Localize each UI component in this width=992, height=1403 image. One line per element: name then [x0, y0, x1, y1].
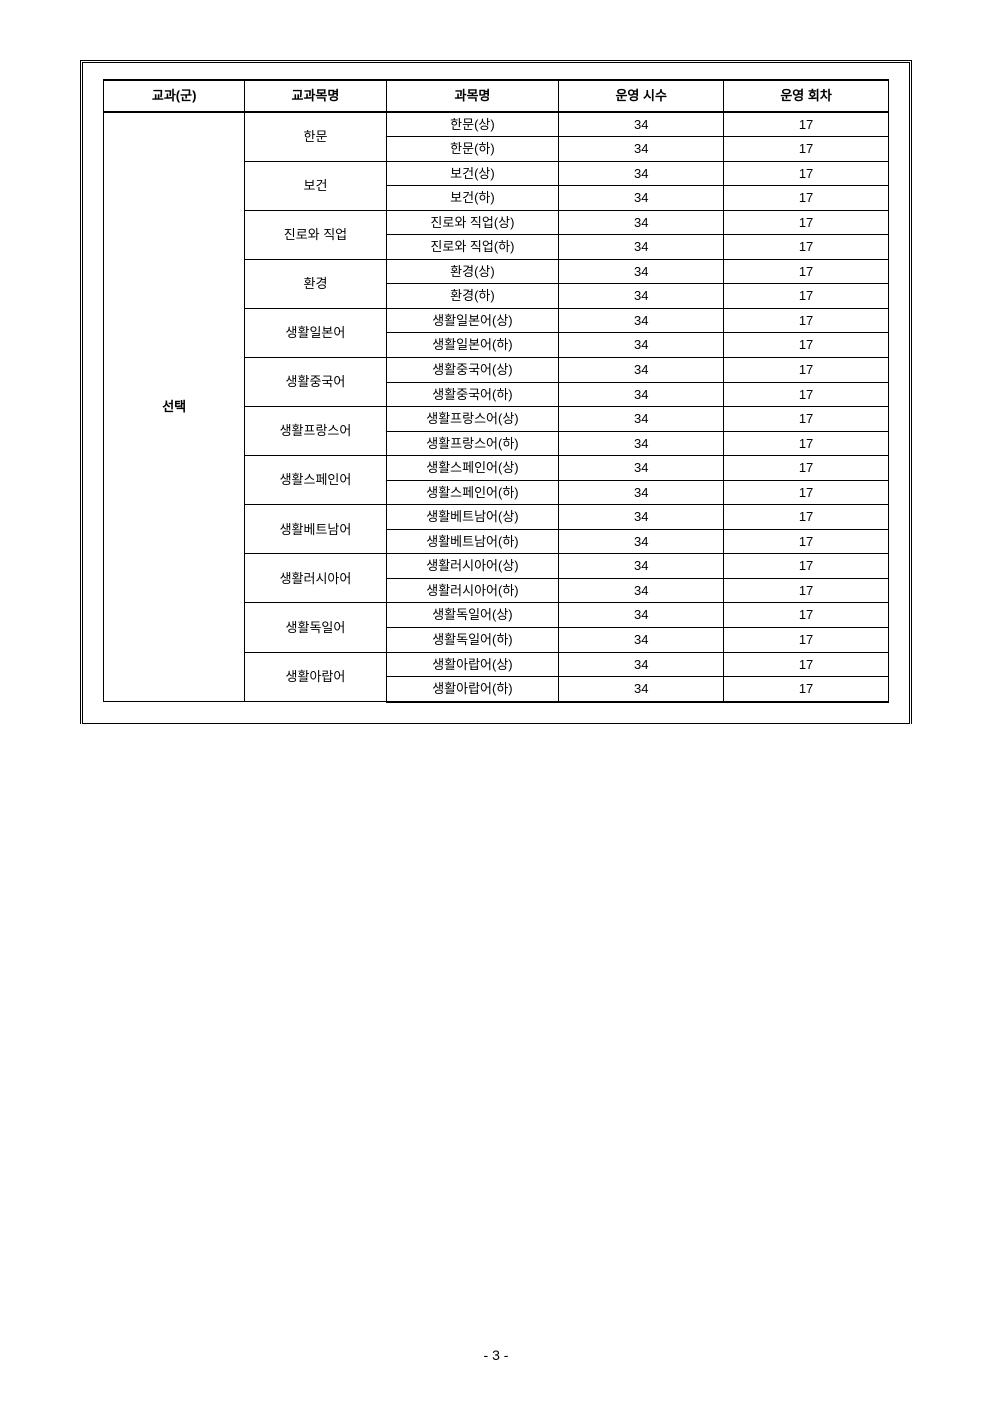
header-group: 교과(군) [104, 80, 245, 112]
subject-cell: 환경 [245, 259, 386, 308]
sessions-cell: 17 [724, 358, 889, 383]
hours-cell: 34 [559, 259, 724, 284]
course-cell: 생활프랑스어(하) [386, 431, 559, 456]
sessions-cell: 17 [724, 235, 889, 260]
hours-cell: 34 [559, 603, 724, 628]
sessions-cell: 17 [724, 628, 889, 653]
course-cell: 진로와 직업(하) [386, 235, 559, 260]
sessions-cell: 17 [724, 382, 889, 407]
hours-cell: 34 [559, 652, 724, 677]
course-cell: 생활아랍어(하) [386, 677, 559, 702]
sessions-cell: 17 [724, 308, 889, 333]
course-cell: 한문(상) [386, 112, 559, 137]
subject-cell: 생활러시아어 [245, 554, 386, 603]
sessions-cell: 17 [724, 259, 889, 284]
category-cell: 선택 [104, 112, 245, 702]
header-hours: 운영 시수 [559, 80, 724, 112]
course-cell: 생활일본어(하) [386, 333, 559, 358]
page-number: - 3 - [0, 1347, 992, 1363]
sessions-cell: 17 [724, 112, 889, 137]
sessions-cell: 17 [724, 333, 889, 358]
sessions-cell: 17 [724, 407, 889, 432]
course-cell: 생활프랑스어(상) [386, 407, 559, 432]
course-cell: 생활일본어(상) [386, 308, 559, 333]
sessions-cell: 17 [724, 652, 889, 677]
sessions-cell: 17 [724, 186, 889, 211]
hours-cell: 34 [559, 382, 724, 407]
hours-cell: 34 [559, 333, 724, 358]
subject-cell: 생활일본어 [245, 308, 386, 357]
hours-cell: 34 [559, 161, 724, 186]
subject-cell: 생활베트남어 [245, 505, 386, 554]
hours-cell: 34 [559, 112, 724, 137]
course-cell: 진로와 직업(상) [386, 210, 559, 235]
course-cell: 생활중국어(하) [386, 382, 559, 407]
subject-cell: 진로와 직업 [245, 210, 386, 259]
subject-cell: 생활중국어 [245, 358, 386, 407]
header-subject: 교과목명 [245, 80, 386, 112]
document-frame: 교과(군) 교과목명 과목명 운영 시수 운영 회차 선택한문한문(상)3417… [80, 60, 912, 724]
subject-cell: 한문 [245, 112, 386, 162]
course-cell: 생활러시아어(상) [386, 554, 559, 579]
hours-cell: 34 [559, 431, 724, 456]
table-row: 선택한문한문(상)3417 [104, 112, 889, 137]
course-table: 교과(군) 교과목명 과목명 운영 시수 운영 회차 선택한문한문(상)3417… [103, 79, 889, 703]
hours-cell: 34 [559, 480, 724, 505]
course-cell: 생활베트남어(하) [386, 529, 559, 554]
hours-cell: 34 [559, 407, 724, 432]
hours-cell: 34 [559, 137, 724, 162]
hours-cell: 34 [559, 210, 724, 235]
content-wrap: 교과(군) 교과목명 과목명 운영 시수 운영 회차 선택한문한문(상)3417… [83, 63, 909, 724]
course-cell: 보건(하) [386, 186, 559, 211]
sessions-cell: 17 [724, 505, 889, 530]
subject-cell: 생활독일어 [245, 603, 386, 652]
hours-cell: 34 [559, 628, 724, 653]
header-sessions: 운영 회차 [724, 80, 889, 112]
hours-cell: 34 [559, 677, 724, 702]
sessions-cell: 17 [724, 554, 889, 579]
header-course: 과목명 [386, 80, 559, 112]
hours-cell: 34 [559, 284, 724, 309]
subject-cell: 생활프랑스어 [245, 407, 386, 456]
course-cell: 환경(상) [386, 259, 559, 284]
sessions-cell: 17 [724, 480, 889, 505]
course-cell: 보건(상) [386, 161, 559, 186]
course-cell: 생활독일어(상) [386, 603, 559, 628]
course-cell: 한문(하) [386, 137, 559, 162]
course-cell: 환경(하) [386, 284, 559, 309]
sessions-cell: 17 [724, 137, 889, 162]
course-cell: 생활스페인어(상) [386, 456, 559, 481]
course-cell: 생활스페인어(하) [386, 480, 559, 505]
sessions-cell: 17 [724, 161, 889, 186]
sessions-cell: 17 [724, 578, 889, 603]
hours-cell: 34 [559, 505, 724, 530]
sessions-cell: 17 [724, 603, 889, 628]
sessions-cell: 17 [724, 529, 889, 554]
hours-cell: 34 [559, 186, 724, 211]
subject-cell: 보건 [245, 161, 386, 210]
subject-cell: 생활스페인어 [245, 456, 386, 505]
sessions-cell: 17 [724, 677, 889, 702]
course-cell: 생활베트남어(상) [386, 505, 559, 530]
sessions-cell: 17 [724, 456, 889, 481]
sessions-cell: 17 [724, 210, 889, 235]
hours-cell: 34 [559, 308, 724, 333]
table-header: 교과(군) 교과목명 과목명 운영 시수 운영 회차 [104, 80, 889, 112]
sessions-cell: 17 [724, 431, 889, 456]
subject-cell: 생활아랍어 [245, 652, 386, 702]
hours-cell: 34 [559, 235, 724, 260]
course-cell: 생활독일어(하) [386, 628, 559, 653]
hours-cell: 34 [559, 529, 724, 554]
course-cell: 생활중국어(상) [386, 358, 559, 383]
sessions-cell: 17 [724, 284, 889, 309]
hours-cell: 34 [559, 456, 724, 481]
hours-cell: 34 [559, 578, 724, 603]
course-cell: 생활아랍어(상) [386, 652, 559, 677]
hours-cell: 34 [559, 554, 724, 579]
table-body: 선택한문한문(상)3417한문(하)3417보건보건(상)3417보건(하)34… [104, 112, 889, 702]
hours-cell: 34 [559, 358, 724, 383]
course-cell: 생활러시아어(하) [386, 578, 559, 603]
